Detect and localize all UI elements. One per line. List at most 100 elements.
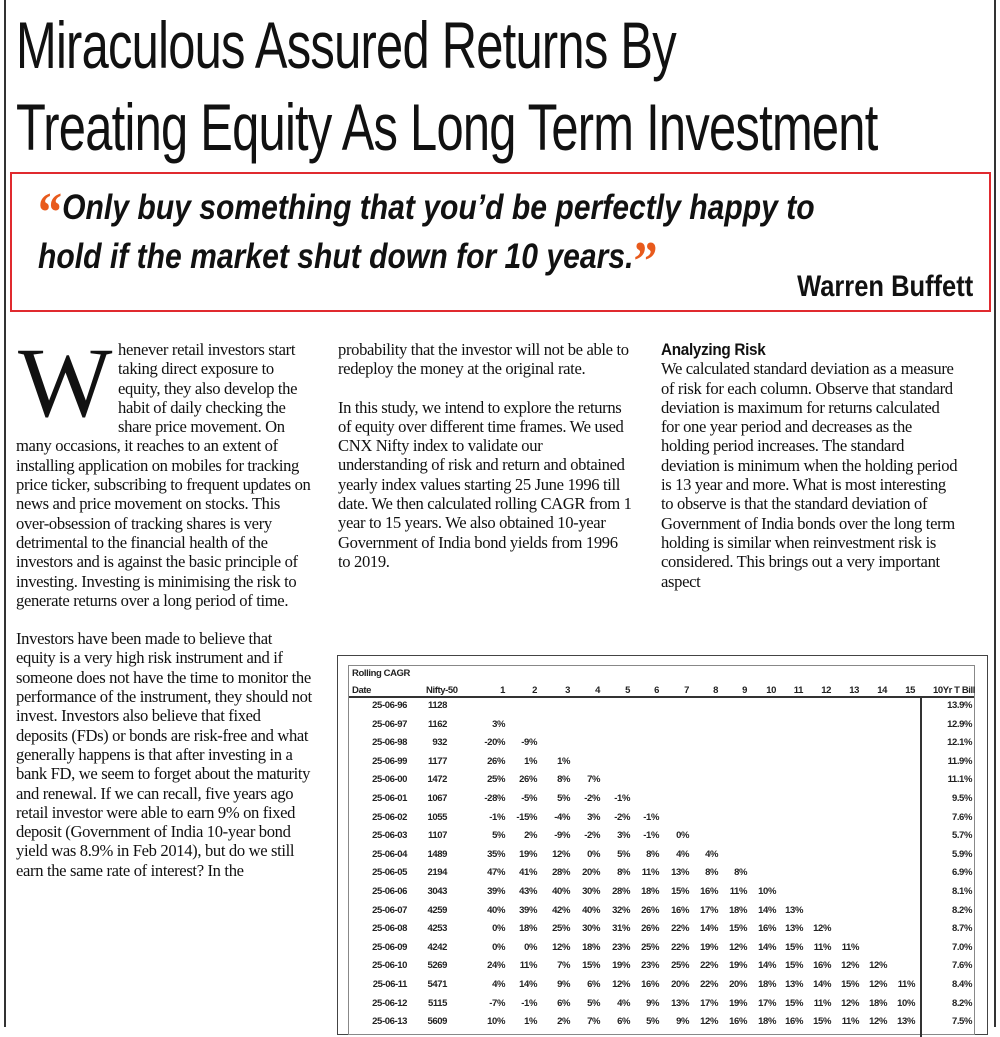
table-cell-nifty: 4242 [427, 941, 447, 953]
table-cell-cagr: 24% [487, 960, 505, 972]
table-cell-date: 25-06-96 [372, 700, 407, 711]
table-cell-bond-yield: 8.4% [951, 979, 972, 990]
table-cell-nifty: 1067 [427, 793, 447, 804]
table-cell-cagr: 13% [785, 904, 803, 916]
table-cell-cagr: 6% [617, 1016, 630, 1028]
table-cell-bond-yield: 11.9% [947, 755, 973, 767]
table-cell-bond-yield: 8.7% [951, 923, 972, 935]
table-cell-cagr: 22% [700, 979, 718, 990]
table-cell-cagr: 16% [785, 1016, 803, 1028]
table-cell-bond-yield: 11.1% [947, 774, 973, 786]
table-header-11: 10 [766, 685, 776, 696]
table-cell-cagr: 19% [729, 997, 747, 1009]
table-cell-cagr: 9% [646, 997, 659, 1009]
table-cell-nifty: 1128 [427, 700, 447, 711]
table-cell-cagr: 14% [813, 979, 831, 990]
table-cell-cagr: 7% [557, 960, 570, 972]
table-cell-cagr: 4% [492, 979, 505, 990]
table-cell-cagr: 4% [617, 997, 630, 1009]
table-header-16: 15 [905, 685, 915, 696]
table-cell-cagr: -4% [554, 811, 570, 823]
table-cell-cagr: 5% [617, 848, 630, 860]
table-cell-nifty: 1489 [427, 848, 447, 860]
table-cell-cagr: 16% [671, 904, 689, 916]
table-cell-bond-yield: 8.2% [951, 904, 972, 916]
table-cell-date: 25-06-01 [372, 793, 407, 804]
table-cell-cagr: 39% [519, 904, 537, 916]
table-cell-cagr: 3% [492, 718, 505, 730]
table-cell-cagr: 5% [646, 1016, 659, 1028]
table-cell-nifty: 5269 [427, 960, 447, 972]
table-cell-date: 25-06-07 [372, 904, 407, 916]
table-header-0: Date [352, 685, 371, 696]
table-cell-cagr: 16% [641, 979, 659, 990]
table-cell-nifty: 932 [432, 737, 447, 749]
table-cell-cagr: -1% [521, 997, 537, 1009]
table-cell-cagr: -28% [484, 793, 505, 804]
table-cell-cagr: 16% [729, 1016, 747, 1028]
table-cell-cagr: 4% [676, 848, 689, 860]
table-header-15: 14 [877, 685, 887, 696]
table-cell-bond-yield: 5.7% [951, 830, 972, 842]
table-cell-cagr: 14% [758, 960, 776, 972]
table-cell-cagr: 5% [492, 830, 505, 842]
table-cell-cagr: 11% [841, 941, 860, 953]
table-header-2: 1 [500, 685, 505, 696]
table-cell-cagr: 10% [758, 886, 776, 897]
table-cell-cagr: 14% [700, 923, 718, 935]
headline-line-2: Treating Equity As Long Term Investment [16, 90, 878, 164]
table-cell-date: 25-06-12 [372, 997, 407, 1009]
table-cell-cagr: 23% [641, 960, 659, 972]
table-cell-cagr: 40% [487, 904, 505, 916]
table-cell-cagr: 15% [785, 997, 803, 1009]
table-header-8: 7 [684, 685, 689, 696]
table-cell-cagr: 15% [729, 923, 747, 935]
table-cell-bond-yield: 12.1% [947, 737, 972, 749]
quote-author: Warren Buffett [796, 270, 973, 303]
table-cell-cagr: 12% [729, 941, 747, 953]
table-cell-cagr: 13% [671, 867, 689, 879]
table-cell-cagr: 9% [557, 979, 570, 990]
table-cell-nifty: 1177 [427, 755, 447, 767]
table-cell-cagr: 20% [582, 867, 600, 879]
table-cell-date: 25-06-02 [372, 811, 407, 823]
table-cell-cagr: 13% [897, 1016, 915, 1028]
table-cell-cagr: 11% [519, 960, 538, 972]
table-cell-nifty: 1162 [427, 718, 447, 730]
table-cell-cagr: 11% [897, 979, 916, 990]
table-cell-date: 25-06-10 [372, 960, 407, 972]
table-cell-cagr: 31% [612, 923, 630, 935]
table-header-3: 2 [532, 685, 537, 696]
article-column-2: probability that the investor will not b… [338, 340, 632, 590]
table-cell-date: 25-06-08 [372, 923, 407, 935]
section-subhead: Analyzing Risk [661, 340, 766, 359]
table-cell-cagr: -9% [521, 737, 537, 749]
table-cell-cagr: 42% [552, 904, 570, 916]
table-cell-cagr: 7% [587, 774, 600, 786]
table-cell-cagr: 30% [582, 923, 600, 935]
paragraph-text: henever retail investors start taking di… [16, 340, 311, 610]
table-cell-bond-yield: 9.5% [951, 793, 972, 804]
table-cell-cagr: 25% [487, 774, 505, 786]
table-cell-cagr: 18% [519, 923, 537, 935]
table-cell-cagr: 20% [729, 979, 747, 990]
table-cell-cagr: 8% [617, 867, 630, 879]
table-cell-cagr: 1% [524, 755, 537, 767]
table-cell-cagr: 0% [587, 848, 600, 860]
table-cell-cagr: 39% [487, 886, 505, 897]
table-cell-nifty: 5471 [427, 979, 447, 990]
table-cell-cagr: 11% [841, 1016, 860, 1028]
table-cell-cagr: 26% [487, 755, 505, 767]
page-frame-left [4, 0, 6, 1027]
table-header-5: 4 [595, 685, 600, 696]
table-cell-cagr: 15% [582, 960, 600, 972]
table-cell-cagr: 32% [612, 904, 630, 916]
headline-line-1: Miraculous Assured Returns By [16, 8, 677, 82]
table-cell-date: 25-06-03 [372, 830, 407, 842]
table-cell-cagr: -2% [614, 811, 630, 823]
table-cell-bond-yield: 7.6% [951, 811, 972, 823]
table-cell-bond-yield: 13.9% [947, 700, 972, 711]
table-cell-nifty: 3043 [427, 886, 447, 897]
table-cell-cagr: 18% [869, 997, 887, 1009]
